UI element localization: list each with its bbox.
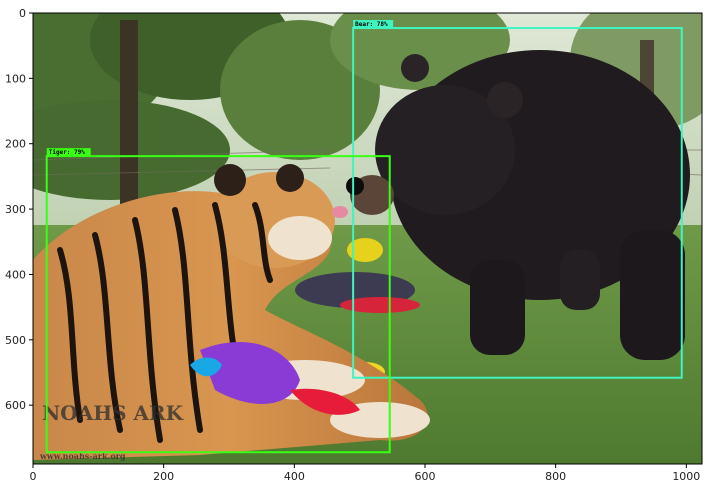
detection-label: Bear: 78%	[355, 21, 388, 28]
x-tick-label: 800	[545, 470, 566, 483]
y-tick-label: 600	[5, 399, 26, 412]
detection-label: Tiger: 79%	[49, 149, 86, 156]
watermark: NOAHS ARK www.noahs-ark.org	[39, 401, 184, 461]
detection-label-bg	[353, 20, 394, 29]
x-axis: 0 200 400 600 800 1000	[30, 464, 700, 483]
y-tick-label: 200	[5, 138, 26, 151]
detection-box	[352, 27, 683, 379]
watermark-logo: NOAHS ARK	[42, 401, 184, 425]
y-tick-label: 300	[5, 203, 26, 216]
y-tick-label: 400	[5, 268, 26, 281]
x-tick-label: 200	[153, 470, 174, 483]
x-tick-label: 1000	[672, 470, 700, 483]
foliage	[33, 13, 702, 220]
x-tick-label: 600	[414, 470, 435, 483]
y-tick-label: 0	[19, 7, 26, 20]
y-tick-label: 100	[5, 72, 26, 85]
x-tick-label: 0	[30, 470, 37, 483]
bear	[346, 50, 690, 360]
y-tick-label: 500	[5, 334, 26, 347]
detection-boxes: Bear: 78% Tiger: 79%	[45, 20, 683, 454]
x-tick-label: 400	[284, 470, 305, 483]
detection-box	[45, 155, 391, 454]
detection-label-bg	[46, 148, 91, 157]
tiger	[33, 164, 430, 460]
photo: NOAHS ARK www.noahs-ark.org	[33, 13, 702, 464]
axes-frame	[32, 12, 703, 465]
watermark-url: www.noahs-ark.org	[39, 451, 126, 461]
y-axis: 0 100 200 300 400 500 600	[5, 7, 33, 412]
